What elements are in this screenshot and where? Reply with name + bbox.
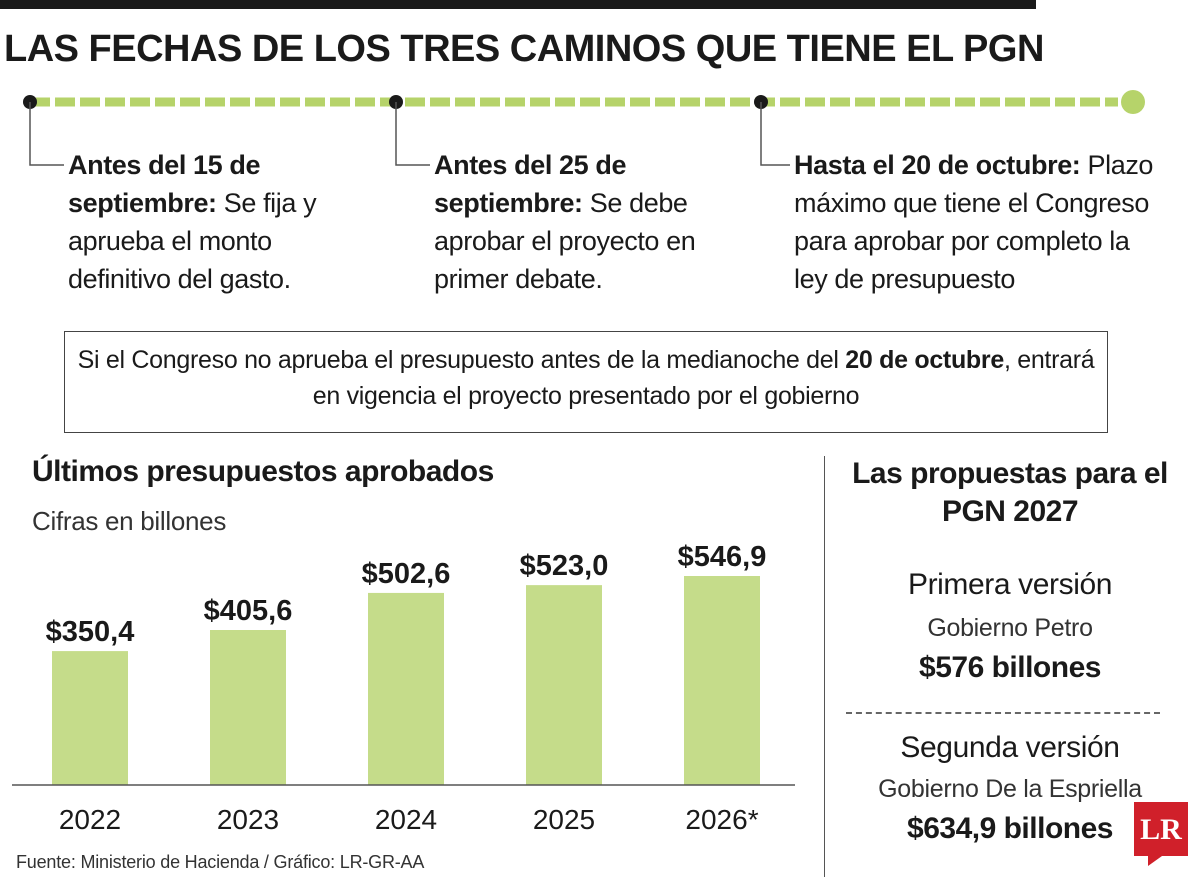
chart-subtitle: Cifras en billones [32, 506, 227, 536]
step-1-body: Se fija y aprueba el monto definitivo de… [68, 188, 317, 294]
timeline-step-3: Hasta el 20 de octubre: Plazo máximo que… [794, 146, 1154, 298]
x-tick-2026: 2026* [685, 804, 758, 835]
page-title: LAS FECHAS DE LOS TRES CAMINOS QUE TIENE… [4, 28, 1044, 70]
x-tick-2024: 2024 [375, 804, 437, 835]
labels-layer: $350,4 2022 $405,6 2023 $502,6 2024 $523,0 2025… [46, 541, 767, 835]
step-3-head: Hasta el 20 de octubre: [794, 150, 1081, 180]
note-text-2: , entrará en vigencia el proyecto presen… [312, 346, 1095, 410]
x-tick-2022: 2022 [59, 804, 121, 835]
bar-chart: $350,4 2022 $405,6 2023 $502,6 2024 $523,0 2025… [12, 541, 795, 835]
first-version-label: Primera versión [907, 568, 1113, 601]
value-label-2024: $502,6 [362, 558, 451, 590]
value-label-2023: $405,6 [204, 595, 293, 627]
step-2-head: Antes del 25 de septiembre: [434, 150, 627, 218]
first-version-author: Gobierno Petro [927, 614, 1093, 642]
bar-2024 [368, 592, 444, 785]
source-note: Fuente: Ministerio de Hacienda / Gráfico… [16, 852, 425, 872]
top-rule [0, 0, 1036, 9]
lr-logo: LR [1134, 802, 1188, 866]
step-3-body: Plazo máximo que tiene el Congreso para … [794, 150, 1154, 294]
column-divider [824, 456, 825, 877]
timeline-connector-3 [760, 102, 790, 166]
note-text-1: Si el Congreso no aprueba el presupuesto… [77, 346, 846, 374]
bar-2023 [210, 629, 286, 785]
step-2-body: Se debe aprobar el proyecto en primer de… [434, 188, 696, 294]
timeline-end-dot [1121, 90, 1145, 114]
second-version-author: Gobierno De la Espriella [878, 775, 1142, 803]
value-label-2026: $546,9 [678, 541, 767, 573]
step-1-head: Antes del 15 de septiembre: [68, 150, 261, 218]
bars-layer [52, 576, 760, 785]
bar-2026 [684, 576, 760, 785]
value-label-2025: $523,0 [520, 550, 609, 582]
chart-title: Últimos presupuestos aprobados [32, 455, 494, 488]
second-version-label: Segunda versión [900, 731, 1120, 764]
timeline-connector-1 [29, 102, 64, 166]
value-label-2022: $350,4 [46, 616, 135, 648]
bar-2025 [526, 585, 602, 785]
note-bold-date: 20 de octubre [845, 346, 1004, 374]
proposals-divider [846, 712, 1160, 714]
timeline [23, 90, 1145, 166]
first-version-amount: $576 billones [919, 651, 1101, 684]
x-tick-2023: 2023 [217, 804, 279, 835]
timeline-step-2: Antes del 25 de septiembre: Se debe apro… [434, 146, 734, 298]
timeline-connector-2 [395, 102, 430, 166]
bar-2022 [52, 651, 128, 785]
deadline-note: Si el Congreso no aprueba el presupuesto… [64, 331, 1108, 433]
proposals-title: Las propuestas para el PGN 2027 [852, 457, 1168, 528]
second-version-amount: $634,9 billones [907, 812, 1113, 845]
timeline-step-1: Antes del 15 de septiembre: Se fija y ap… [68, 146, 368, 298]
x-tick-2025: 2025 [533, 804, 595, 835]
